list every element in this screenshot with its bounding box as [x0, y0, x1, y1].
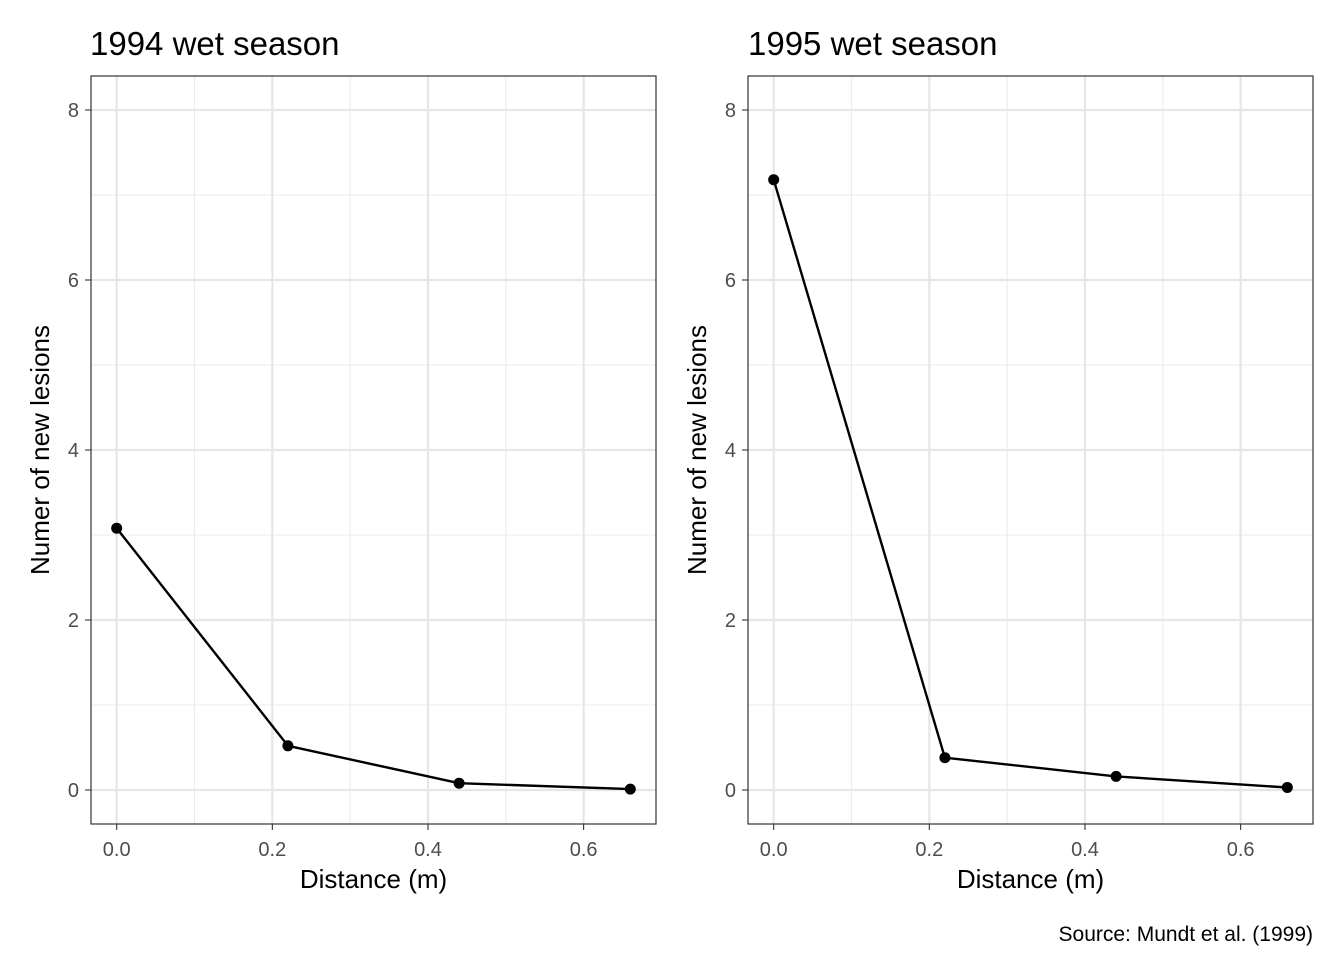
source-caption: Source: Mundt et al. (1999): [1059, 923, 1313, 946]
y-axis-title: Numer of new lesions: [25, 325, 55, 575]
data-point: [282, 740, 294, 752]
y-tick-label: 0: [725, 780, 736, 802]
series-line: [115, 527, 631, 791]
y-tick-label: 6: [68, 270, 79, 292]
panel-title: 1995 wet season: [748, 25, 998, 62]
y-tick-label: 0: [68, 780, 79, 802]
series-line: [772, 179, 1288, 789]
data-point: [939, 752, 951, 764]
y-tick-label: 6: [725, 270, 736, 292]
panel-title: 1994 wet season: [90, 25, 340, 62]
y-axis-title: Numer of new lesions: [682, 325, 712, 575]
y-tick-label: 4: [68, 440, 79, 462]
x-tick-label: 0.4: [414, 839, 442, 861]
data-point: [111, 522, 123, 534]
data-point: [624, 783, 636, 795]
panel-1995: 1995 wet season 0.0 0.2 0.4 0.6 0 2 4 6 8 Distan…: [682, 25, 1314, 894]
x-axis-title: Distance (m): [957, 864, 1104, 894]
y-tick-label: 4: [725, 440, 736, 462]
x-tick-label: 0.0: [103, 839, 131, 861]
data-layer: [768, 174, 1293, 793]
x-tick-label: 0.4: [1071, 839, 1099, 861]
grid-lines: [91, 76, 656, 824]
x-tick-label: 0.0: [760, 839, 788, 861]
data-point: [453, 777, 465, 789]
panel-1994: 1994 wet season 0.0 0.2 0.4 0.6 0 2 4 6 8 Distan…: [25, 25, 657, 894]
y-tick-label: 2: [68, 610, 79, 632]
x-tick-label: 0.6: [570, 839, 598, 861]
data-layer: [111, 522, 636, 795]
x-tick-label: 0.2: [915, 839, 943, 861]
y-tick-label: 8: [725, 100, 736, 122]
axis-ticks: 0.0 0.2 0.4 0.6 0 2 4 6 8: [68, 100, 598, 861]
x-axis-title: Distance (m): [300, 864, 447, 894]
data-point: [1281, 781, 1293, 793]
axis-ticks: 0.0 0.2 0.4 0.6 0 2 4 6 8: [725, 100, 1255, 861]
data-point: [768, 174, 780, 186]
data-point: [1110, 770, 1122, 782]
grid-lines: [748, 76, 1313, 824]
x-tick-label: 0.2: [258, 839, 286, 861]
x-tick-label: 0.6: [1227, 839, 1255, 861]
y-tick-label: 2: [725, 610, 736, 632]
y-tick-label: 8: [68, 100, 79, 122]
